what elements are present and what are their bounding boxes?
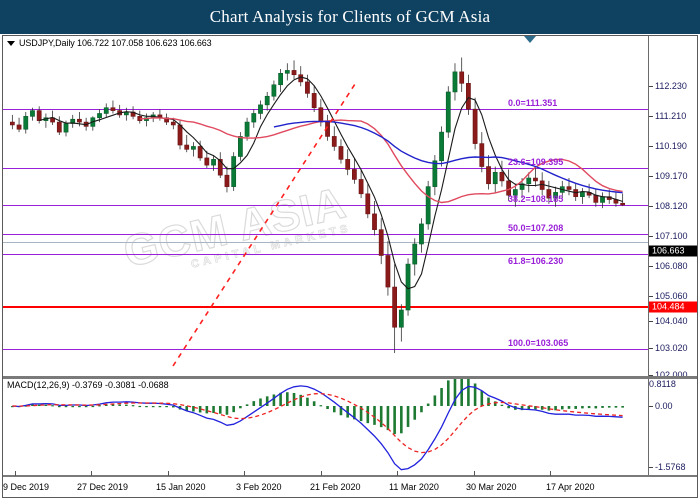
ma-slow-line — [273, 120, 623, 194]
macd-tick-zero: 0.00 — [649, 401, 673, 411]
macd-tick-bottom: -1.5768 — [649, 462, 686, 472]
price-tick-10: 102.000 — [649, 370, 688, 376]
price-tick-0: 112.230 — [649, 81, 687, 91]
ma-fast-line — [39, 76, 623, 290]
current-price-level-line — [3, 242, 648, 243]
fib-label-382: 38.2=108.185 — [508, 194, 564, 204]
price-tick-2: 110.190 — [649, 141, 687, 151]
macd-pane[interactable]: MACD(12,26,9) -0.3769 -0.3081 -0.0688 0.… — [3, 379, 697, 475]
chevron-down-icon[interactable] — [7, 41, 15, 47]
fib-label-1000: 100.0=103.065 — [508, 338, 569, 348]
price-tick-1: 111.210 — [649, 111, 686, 121]
fib-line-0 — [3, 109, 648, 110]
pane-separator[interactable] — [3, 376, 697, 379]
fib-label-500: 50.0=107.208 — [508, 223, 564, 233]
fib-line-236 — [3, 168, 648, 169]
candlestick-series — [9, 57, 626, 367]
date-label-0: 9 Dec 2019 — [3, 482, 50, 492]
date-tick-2 — [168, 471, 169, 476]
fib-label-618: 61.8=106.230 — [508, 256, 564, 266]
date-label-6: 30 Mar 2020 — [466, 482, 517, 492]
fib-label-236: 23.6=109.395 — [508, 157, 564, 167]
macd-series — [11, 379, 624, 471]
macd-axis[interactable]: 0.8118 0.00 -1.5768 — [648, 379, 697, 475]
price-plot-area[interactable]: GCM ASIA CAPITAL MARKETS 0.0=111.351 23.… — [3, 36, 648, 376]
date-tick-5 — [397, 471, 398, 476]
fib-line-618 — [3, 254, 648, 255]
price-tick-4: 108.120 — [649, 201, 688, 211]
date-label-4: 21 Feb 2020 — [310, 482, 361, 492]
chart-frame: USDJPY,Daily 106.722 107.058 106.623 106… — [2, 35, 698, 498]
price-tick-9: 103.020 — [649, 343, 688, 353]
price-tick-6: 106.080 — [649, 261, 688, 271]
date-tick-1 — [91, 471, 92, 476]
title-bar: Chart Analysis for Clients of GCM Asia — [0, 0, 700, 34]
time-axis[interactable]: 9 Dec 2019 27 Dec 2019 15 Jan 2020 3 Feb… — [3, 471, 697, 497]
symbol-info-line[interactable]: USDJPY,Daily 106.722 107.058 106.623 106… — [7, 38, 212, 48]
fib-label-0: 0.0=111.351 — [508, 98, 558, 108]
fib-line-500 — [3, 234, 648, 235]
date-label-7: 17 Apr 2020 — [546, 482, 595, 492]
candle-group — [9, 57, 626, 354]
price-tick-5: 107.100 — [649, 231, 688, 241]
price-tick-8: 104.040 — [649, 316, 688, 326]
page-title: Chart Analysis for Clients of GCM Asia — [209, 7, 491, 26]
current-price-tag: 106.663 — [649, 245, 697, 257]
macd-main-line — [12, 385, 623, 471]
date-label-2: 15 Jan 2020 — [156, 482, 206, 492]
date-tick-4 — [321, 471, 322, 476]
ma-mid-line — [139, 117, 623, 204]
macd-tick-top: 0.8118 — [649, 379, 676, 389]
support-level-line — [3, 306, 648, 308]
price-tick-7: 105.060 — [649, 291, 688, 301]
macd-info-line: MACD(12,26,9) -0.3769 -0.3081 -0.0688 — [7, 380, 169, 390]
date-tick-6 — [474, 471, 475, 476]
price-tick-3: 109.170 — [649, 171, 688, 181]
date-label-5: 11 Mar 2020 — [389, 482, 439, 492]
date-tick-7 — [550, 471, 551, 476]
date-tick-0 — [15, 471, 16, 476]
price-pane[interactable]: USDJPY,Daily 106.722 107.058 106.623 106… — [3, 36, 697, 376]
fib-line-1000 — [3, 349, 648, 350]
alert-price-tag: 104.484 — [649, 301, 697, 313]
date-tick-3 — [244, 471, 245, 476]
macd-plot-area[interactable] — [3, 379, 648, 475]
fib-line-382 — [3, 205, 648, 206]
date-label-3: 3 Feb 2020 — [236, 482, 282, 492]
macd-signal-line — [12, 392, 623, 454]
date-label-1: 27 Dec 2019 — [77, 482, 129, 492]
symbol-info-text: USDJPY,Daily 106.722 107.058 106.623 106… — [19, 38, 212, 48]
chart-top-marker-icon — [524, 36, 536, 43]
price-axis[interactable]: 112.230 111.210 110.190 109.170 108.120 … — [648, 36, 697, 376]
